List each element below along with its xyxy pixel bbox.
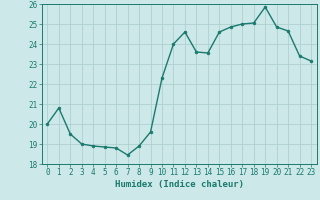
X-axis label: Humidex (Indice chaleur): Humidex (Indice chaleur): [115, 180, 244, 189]
